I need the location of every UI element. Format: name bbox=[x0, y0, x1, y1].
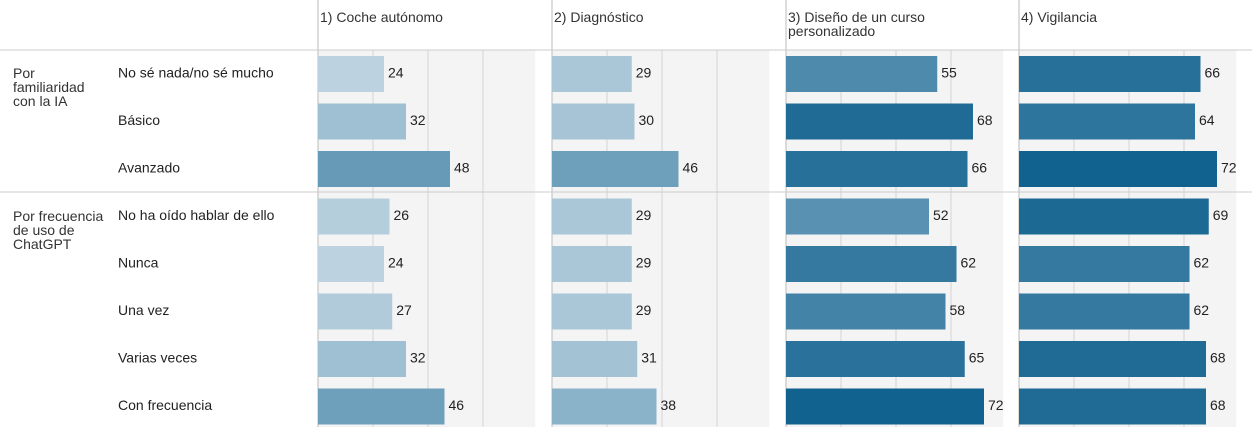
bar bbox=[1019, 56, 1201, 92]
bar bbox=[552, 56, 632, 92]
value-label: 72 bbox=[988, 397, 1004, 413]
bar bbox=[552, 246, 632, 282]
bar bbox=[318, 151, 450, 187]
value-label: 66 bbox=[972, 160, 988, 176]
panel-title-box: 4) Vigilancia bbox=[1021, 10, 1098, 25]
value-label: 68 bbox=[1210, 397, 1226, 413]
bar bbox=[1019, 103, 1195, 140]
value-label: 38 bbox=[661, 397, 677, 413]
category-label: Con frecuencia bbox=[118, 397, 212, 413]
bar bbox=[1019, 198, 1209, 235]
value-label: 30 bbox=[639, 112, 655, 128]
bar bbox=[318, 246, 384, 282]
value-label: 24 bbox=[388, 65, 404, 81]
bar bbox=[786, 198, 929, 235]
value-label: 29 bbox=[636, 302, 652, 318]
value-label: 48 bbox=[454, 160, 470, 176]
bar bbox=[318, 56, 384, 92]
value-label: 24 bbox=[388, 255, 404, 271]
value-label: 46 bbox=[683, 160, 699, 176]
category-label: Una vez bbox=[118, 302, 169, 318]
bar bbox=[1019, 341, 1206, 377]
bar bbox=[786, 388, 984, 425]
bar bbox=[318, 341, 406, 377]
value-label: 26 bbox=[394, 207, 410, 223]
bar bbox=[786, 56, 938, 92]
value-label: 32 bbox=[410, 350, 426, 366]
value-label: 31 bbox=[641, 350, 657, 366]
panel-title: 1) Coche autónomo bbox=[320, 10, 443, 25]
value-label: 52 bbox=[933, 207, 949, 223]
category-label: Avanzado bbox=[118, 160, 180, 176]
panel-title-box: 2) Diagnóstico bbox=[554, 10, 644, 25]
panel-title: 4) Vigilancia bbox=[1021, 10, 1098, 25]
bar bbox=[552, 341, 638, 377]
value-label: 69 bbox=[1213, 207, 1229, 223]
value-label: 46 bbox=[449, 397, 465, 413]
bar bbox=[786, 341, 965, 377]
bar bbox=[552, 198, 632, 235]
panel-title: 3) Diseño de un curso personalizado bbox=[788, 10, 925, 39]
category-label: Varias veces bbox=[118, 350, 197, 366]
panel-title: 2) Diagnóstico bbox=[554, 10, 644, 25]
bar bbox=[786, 293, 946, 330]
panel-title-box: 1) Coche autónomo bbox=[320, 10, 443, 25]
value-label: 55 bbox=[941, 65, 957, 81]
group-label: Por frecuencia de uso de ChatGPT bbox=[13, 208, 104, 252]
bar bbox=[318, 388, 445, 425]
bar bbox=[786, 103, 973, 140]
value-label: 64 bbox=[1199, 112, 1215, 128]
value-label: 68 bbox=[977, 112, 993, 128]
value-label: 29 bbox=[636, 255, 652, 271]
value-label: 32 bbox=[410, 112, 426, 128]
bar bbox=[552, 388, 657, 425]
bar bbox=[1019, 293, 1190, 330]
group-label-box: Por familiaridad con la IA bbox=[13, 66, 85, 109]
value-label: 62 bbox=[1194, 302, 1210, 318]
group-label: Por familiaridad con la IA bbox=[13, 66, 85, 109]
category-label: No ha oído hablar de ello bbox=[118, 207, 275, 223]
category-label: Básico bbox=[118, 112, 160, 128]
panel-title-box: 3) Diseño de un curso personalizado bbox=[788, 10, 925, 39]
bar bbox=[552, 151, 679, 187]
value-label: 62 bbox=[1194, 255, 1210, 271]
bar bbox=[1019, 246, 1190, 282]
value-label: 29 bbox=[636, 65, 652, 81]
bar bbox=[786, 151, 968, 187]
bar bbox=[318, 293, 393, 330]
value-label: 72 bbox=[1221, 160, 1237, 176]
category-label: No sé nada/no sé mucho bbox=[118, 65, 274, 81]
bar bbox=[552, 103, 635, 140]
bar bbox=[1019, 388, 1206, 425]
value-label: 29 bbox=[636, 207, 652, 223]
value-label: 66 bbox=[1205, 65, 1221, 81]
value-label: 68 bbox=[1210, 350, 1226, 366]
bar bbox=[318, 198, 390, 235]
bar bbox=[318, 103, 406, 140]
value-label: 65 bbox=[969, 350, 985, 366]
value-label: 58 bbox=[950, 302, 966, 318]
bar bbox=[786, 246, 957, 282]
value-label: 62 bbox=[961, 255, 977, 271]
bar bbox=[552, 293, 632, 330]
category-label: Nunca bbox=[118, 255, 159, 271]
group-label-box: Por frecuencia de uso de ChatGPT bbox=[13, 208, 104, 252]
bar bbox=[1019, 151, 1217, 187]
value-label: 27 bbox=[396, 302, 412, 318]
